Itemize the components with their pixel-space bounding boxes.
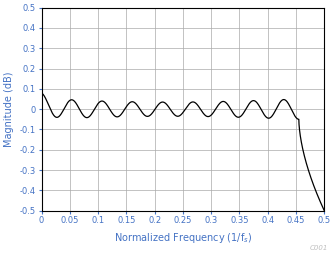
Y-axis label: Magnitude (dB): Magnitude (dB): [4, 71, 14, 147]
X-axis label: Normalized Frequency (1/f$_s$): Normalized Frequency (1/f$_s$): [114, 231, 252, 245]
Text: C001: C001: [310, 245, 328, 251]
